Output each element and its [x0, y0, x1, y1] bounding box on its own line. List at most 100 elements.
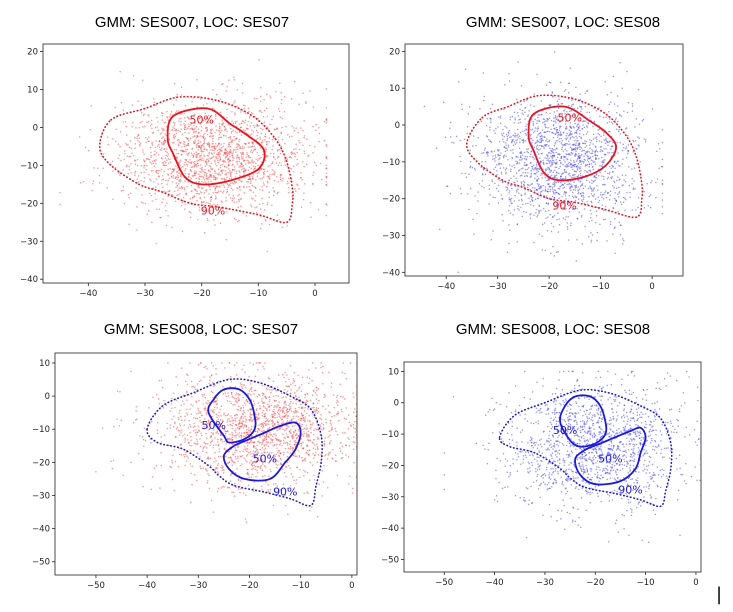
- scatter-point: [263, 139, 266, 141]
- scatter-point: [321, 469, 323, 472]
- scatter-point: [580, 147, 583, 149]
- scatter-point: [234, 181, 237, 184]
- scatter-point: [484, 161, 487, 163]
- scatter-point: [248, 476, 250, 479]
- scatter-point: [221, 486, 224, 488]
- scatter-point: [337, 410, 339, 413]
- scatter-point: [568, 194, 571, 197]
- scatter-point: [605, 190, 607, 193]
- scatter-point: [256, 172, 258, 175]
- scatter-point: [560, 184, 563, 187]
- scatter-point: [181, 201, 184, 204]
- scatter-point: [495, 164, 498, 166]
- scatter-point: [539, 131, 542, 134]
- scatter-point: [287, 447, 290, 449]
- scatter-point: [212, 107, 214, 109]
- scatter-point: [297, 411, 299, 413]
- scatter-point: [479, 107, 481, 110]
- scatter-point: [251, 390, 253, 392]
- scatter-point: [264, 420, 267, 422]
- scatter-point: [309, 439, 312, 442]
- scatter-point: [547, 127, 549, 129]
- scatter-point: [165, 125, 168, 128]
- scatter-point: [500, 163, 503, 165]
- scatter-point: [263, 168, 265, 170]
- scatter-point: [533, 105, 535, 108]
- scatter-point: [560, 142, 563, 144]
- scatter-point: [321, 371, 324, 374]
- scatter-point: [541, 137, 543, 140]
- scatter-point: [508, 73, 510, 75]
- scatter-point: [168, 132, 171, 135]
- scatter-point: [285, 409, 288, 412]
- scatter-point: [265, 150, 267, 152]
- scatter-point: [232, 159, 234, 161]
- scatter-point: [159, 487, 161, 489]
- scatter-point: [298, 418, 300, 421]
- scatter-point: [521, 130, 524, 132]
- scatter-point: [210, 431, 213, 434]
- scatter-point: [214, 117, 217, 120]
- scatter-point: [254, 148, 256, 150]
- scatter-point: [306, 400, 309, 403]
- scatter-point: [201, 144, 204, 146]
- scatter-point: [193, 450, 195, 452]
- scatter-point: [513, 209, 516, 211]
- scatter-point: [345, 418, 347, 420]
- scatter-point: [220, 143, 222, 145]
- scatter-point: [522, 210, 525, 213]
- scatter-point: [227, 145, 230, 148]
- scatter-point: [574, 189, 577, 191]
- scatter-point: [350, 425, 353, 427]
- scatter-point: [155, 104, 157, 106]
- scatter-point: [325, 119, 328, 122]
- scatter-point: [579, 167, 581, 170]
- scatter-point: [214, 148, 217, 150]
- scatter-point: [215, 125, 217, 127]
- scatter-point: [219, 419, 222, 421]
- scatter-point: [535, 212, 537, 214]
- scatter-point: [239, 450, 241, 453]
- scatter-point: [562, 217, 565, 219]
- scatter-point: [214, 191, 217, 194]
- scatter-point: [184, 141, 186, 143]
- scatter-point: [179, 175, 182, 177]
- scatter-point: [171, 181, 174, 183]
- scatter-point: [542, 122, 544, 124]
- scatter-point: [158, 143, 160, 146]
- scatter-point: [552, 171, 555, 174]
- scatter-point: [510, 177, 512, 179]
- scatter-point: [263, 451, 265, 453]
- scatter-point: [255, 206, 258, 208]
- contour-label: 50%: [557, 111, 581, 124]
- scatter-point: [529, 104, 532, 106]
- scatter-point: [223, 447, 226, 450]
- scatter-point: [230, 177, 233, 179]
- scatter-point: [187, 175, 190, 178]
- scatter-point: [196, 438, 198, 440]
- scatter-point: [558, 201, 561, 203]
- scatter-point: [569, 186, 571, 188]
- scatter-point: [586, 131, 589, 133]
- scatter-point: [229, 174, 232, 176]
- scatter-point: [581, 153, 583, 156]
- scatter-point: [126, 155, 129, 158]
- scatter-point: [207, 181, 210, 183]
- scatter-point: [249, 178, 251, 181]
- scatter-point: [588, 139, 591, 141]
- scatter-point: [226, 117, 228, 119]
- scatter-point: [232, 149, 235, 151]
- scatter-point: [560, 103, 563, 105]
- scatter-point: [276, 406, 278, 408]
- scatter-point: [229, 145, 232, 148]
- scatter-point: [529, 213, 531, 216]
- scatter-point: [271, 118, 273, 121]
- scatter-point: [238, 123, 241, 125]
- scatter-point: [514, 132, 516, 135]
- scatter-point: [608, 141, 610, 144]
- scatter-point: [276, 214, 279, 216]
- scatter-point: [130, 163, 132, 165]
- scatter-point: [137, 181, 140, 183]
- scatter-point: [250, 197, 253, 199]
- scatter-point: [226, 166, 228, 168]
